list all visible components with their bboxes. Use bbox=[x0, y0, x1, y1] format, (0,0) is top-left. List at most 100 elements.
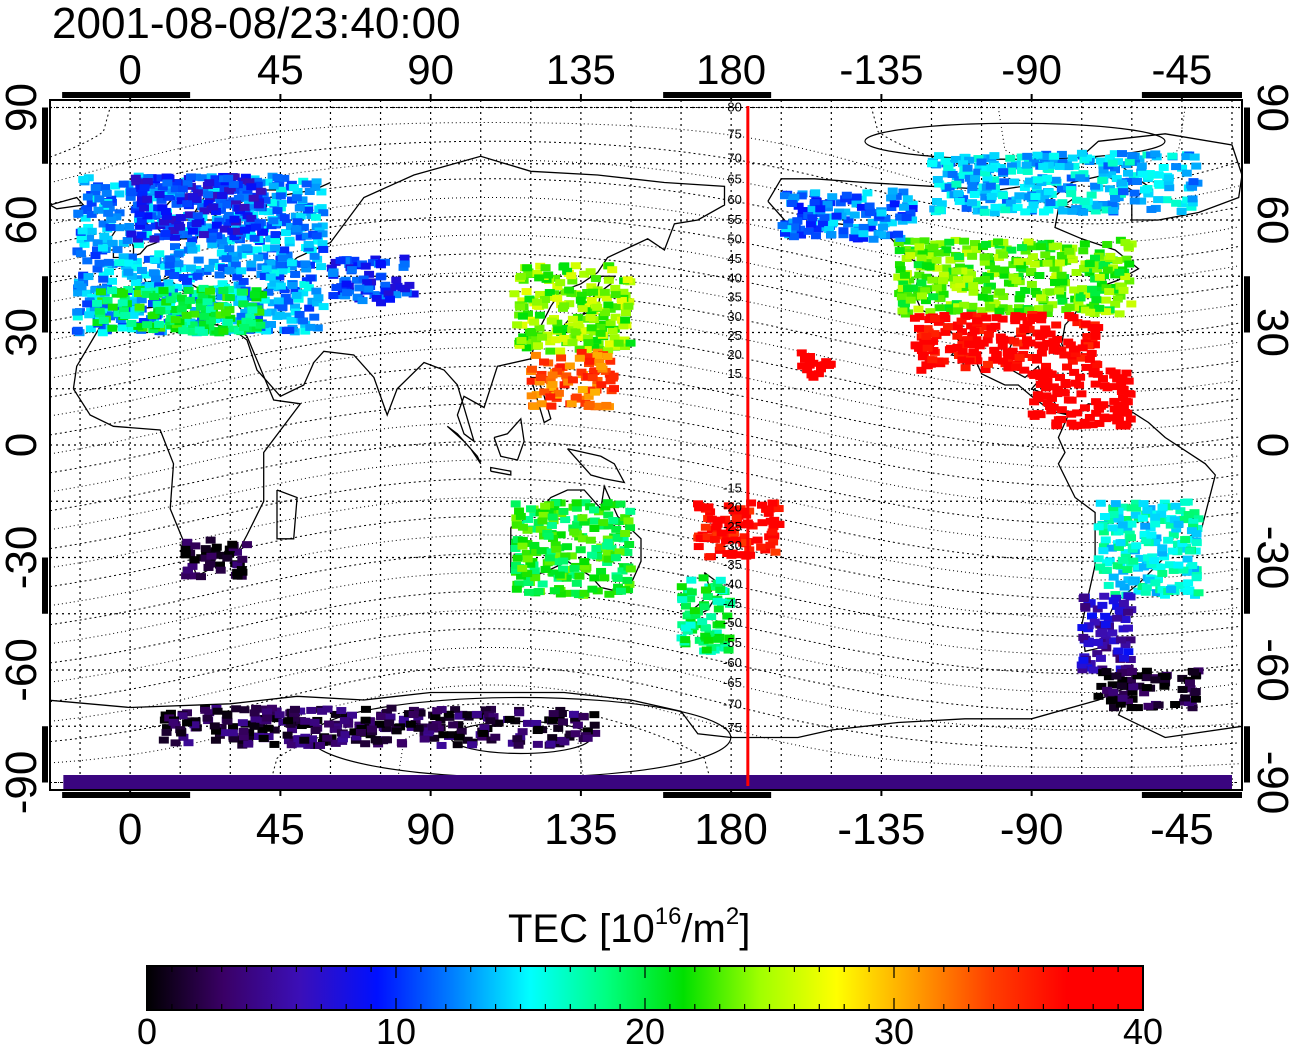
tec-point bbox=[897, 284, 908, 292]
tec-point bbox=[770, 548, 781, 556]
tec-point bbox=[886, 204, 897, 212]
tec-point bbox=[1185, 685, 1196, 693]
tec-point bbox=[1087, 612, 1098, 620]
tec-point bbox=[825, 360, 836, 368]
tec-point bbox=[1142, 554, 1153, 562]
tec-point bbox=[552, 558, 563, 566]
tec-point bbox=[558, 557, 569, 565]
tec-point bbox=[985, 182, 996, 190]
tec-point bbox=[1090, 291, 1101, 299]
tec-point bbox=[1049, 264, 1060, 272]
tec-point bbox=[202, 714, 213, 722]
tec-point bbox=[1050, 278, 1061, 286]
tec-point bbox=[571, 579, 582, 587]
tec-point bbox=[208, 203, 219, 211]
tec-point bbox=[907, 205, 918, 213]
tec-point bbox=[1083, 342, 1094, 350]
tec-point bbox=[78, 175, 89, 183]
tec-point bbox=[1163, 174, 1174, 182]
tec-point bbox=[968, 282, 979, 290]
tec-point bbox=[193, 256, 204, 264]
tec-point bbox=[886, 219, 897, 227]
tec-point bbox=[831, 212, 842, 220]
tec-point bbox=[97, 244, 108, 252]
tec-point bbox=[1112, 295, 1123, 303]
tec-point bbox=[138, 204, 149, 212]
tec-point bbox=[579, 589, 590, 597]
tec-point bbox=[514, 341, 525, 349]
tec-point bbox=[555, 279, 566, 287]
tec-point bbox=[952, 332, 963, 340]
tec-point bbox=[167, 305, 178, 313]
tec-point bbox=[980, 193, 991, 201]
tec-point bbox=[310, 213, 321, 221]
tec-point bbox=[1177, 164, 1188, 172]
tec-point bbox=[607, 266, 618, 274]
tec-point bbox=[98, 317, 109, 325]
tec-point bbox=[1109, 397, 1120, 405]
tec-point bbox=[981, 314, 992, 322]
tec-point bbox=[575, 296, 586, 304]
mlat-label: 20 bbox=[727, 347, 741, 362]
tec-point bbox=[322, 705, 333, 713]
frame-tick bbox=[1030, 790, 1033, 796]
tec-point bbox=[905, 252, 916, 260]
tec-point bbox=[1111, 672, 1122, 680]
tec-point bbox=[1164, 561, 1175, 569]
tec-point bbox=[176, 305, 187, 313]
frame-bar bbox=[1244, 557, 1250, 614]
tec-point bbox=[767, 528, 778, 536]
tec-point bbox=[117, 289, 128, 297]
tec-point bbox=[715, 576, 726, 584]
tec-point bbox=[531, 298, 542, 306]
tec-point bbox=[1121, 255, 1132, 263]
tec-point bbox=[561, 589, 572, 597]
tec-point bbox=[415, 709, 426, 717]
tec-point bbox=[1171, 199, 1182, 207]
tec-point bbox=[207, 228, 218, 236]
tec-point bbox=[544, 554, 555, 562]
tec-point bbox=[1156, 510, 1167, 518]
tec-point bbox=[577, 300, 588, 308]
tec-point bbox=[204, 264, 215, 272]
tec-point bbox=[300, 717, 311, 725]
tec-point bbox=[374, 720, 385, 728]
tec-point bbox=[242, 188, 253, 196]
tec-point bbox=[1108, 688, 1119, 696]
tec-point bbox=[1036, 243, 1047, 251]
tec-point bbox=[276, 199, 287, 207]
tec-point bbox=[726, 551, 737, 559]
tec-point bbox=[1056, 251, 1067, 259]
tec-point bbox=[1094, 304, 1105, 312]
tec-point bbox=[270, 237, 281, 245]
tec-point bbox=[587, 585, 598, 593]
tec-point bbox=[1178, 566, 1189, 574]
tec-point bbox=[926, 252, 937, 260]
tec-point bbox=[173, 260, 184, 268]
tec-point bbox=[1081, 204, 1092, 212]
tec-point bbox=[703, 636, 714, 644]
tec-point bbox=[1107, 629, 1118, 637]
tec-point bbox=[231, 293, 242, 301]
tec-point bbox=[1070, 349, 1081, 357]
tec-point bbox=[517, 728, 528, 736]
tec-point bbox=[552, 319, 563, 327]
tec-point bbox=[1071, 268, 1082, 276]
tec-point bbox=[1079, 418, 1090, 426]
tec-point bbox=[517, 312, 528, 320]
tec-point bbox=[1095, 654, 1106, 662]
tec-point bbox=[997, 315, 1008, 323]
tec-point bbox=[161, 303, 172, 311]
tec-point bbox=[1016, 153, 1027, 161]
frame-bar bbox=[1244, 107, 1250, 164]
tec-point bbox=[155, 306, 166, 314]
tec-point bbox=[538, 301, 549, 309]
tec-point bbox=[609, 334, 620, 342]
tec-point bbox=[142, 212, 153, 220]
tec-point bbox=[1042, 259, 1053, 267]
tec-point bbox=[996, 336, 1007, 344]
tec-point bbox=[610, 554, 621, 562]
tec-point bbox=[1102, 559, 1113, 567]
tec-point bbox=[391, 276, 402, 284]
tec-point bbox=[910, 342, 921, 350]
